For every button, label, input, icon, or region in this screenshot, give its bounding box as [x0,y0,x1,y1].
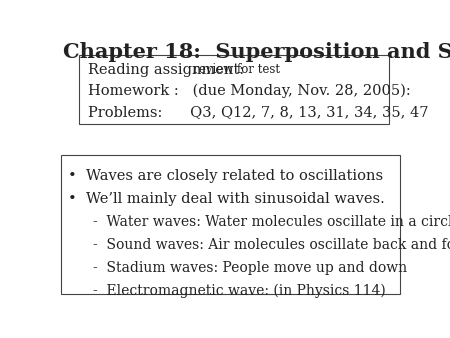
Text: Homework :   (due Monday, Nov. 28, 2005):: Homework : (due Monday, Nov. 28, 2005): [88,84,410,98]
Text: •  We’ll mainly deal with sinusoidal waves.: • We’ll mainly deal with sinusoidal wave… [68,192,385,206]
Text: Problems:      Q3, Q12, 7, 8, 13, 31, 34, 35, 47: Problems: Q3, Q12, 7, 8, 13, 31, 34, 35,… [88,105,428,119]
Text: -  Electromagnetic wave: (in Physics 114): - Electromagnetic wave: (in Physics 114) [93,284,386,298]
FancyBboxPatch shape [79,55,389,124]
Text: -  Sound waves: Air molecules oscillate back and forth: - Sound waves: Air molecules oscillate b… [93,238,450,252]
Text: -  Stadium waves: People move up and down: - Stadium waves: People move up and down [93,261,407,275]
FancyBboxPatch shape [62,155,400,294]
Text: •  Waves are closely related to oscillations: • Waves are closely related to oscillati… [68,169,383,184]
Text: review for test: review for test [182,63,280,76]
Text: Reading assignment:: Reading assignment: [88,63,244,77]
Text: Chapter 18:  Superposition and Standing Waves: Chapter 18: Superposition and Standing W… [63,42,450,62]
Text: -  Water waves: Water molecules oscillate in a circle: - Water waves: Water molecules oscillate… [93,215,450,229]
